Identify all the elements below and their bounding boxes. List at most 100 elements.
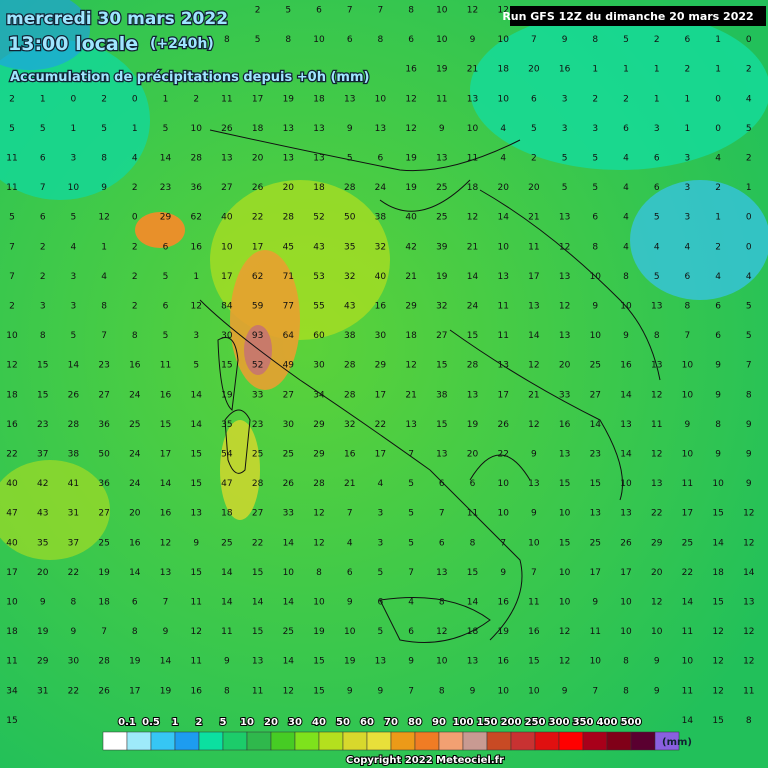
legend-label: 90 — [432, 717, 446, 728]
grid-value: 12 — [190, 302, 201, 312]
grid-value: 2 — [715, 183, 721, 193]
grid-value: 4 — [623, 242, 629, 252]
grid-value: 6 — [654, 154, 660, 164]
grid-value: 40 — [221, 213, 233, 223]
grid-value: 10 — [590, 272, 602, 282]
legend-label: 70 — [384, 717, 398, 728]
grid-value: 16 — [190, 242, 202, 252]
grid-value: 11 — [528, 598, 539, 608]
grid-value: 25 — [436, 213, 447, 223]
grid-value: 19 — [129, 657, 141, 667]
grid-value: 12 — [467, 6, 478, 16]
grid-value: 25 — [682, 538, 693, 548]
grid-value: 84 — [221, 302, 233, 312]
grid-value: 1 — [592, 65, 598, 75]
grid-value: 11 — [6, 657, 17, 667]
grid-value: 50 — [344, 213, 356, 223]
grid-value: 5 — [9, 124, 15, 134]
grid-value: 6 — [408, 627, 414, 637]
grid-value: 38 — [68, 450, 80, 460]
grid-value: 43 — [313, 242, 324, 252]
grid-value: 25 — [590, 538, 601, 548]
grid-value: 20 — [252, 154, 264, 164]
grid-value: 13 — [252, 657, 263, 667]
grid-value: 25 — [283, 450, 294, 460]
legend-label: 500 — [621, 717, 642, 728]
grid-value: 4 — [623, 213, 629, 223]
grid-value: 20 — [528, 183, 540, 193]
grid-value: 5 — [654, 272, 660, 282]
grid-value: 3 — [40, 302, 46, 312]
grid-value: 12 — [559, 657, 570, 667]
grid-value: 2 — [193, 94, 199, 104]
grid-value: 0 — [715, 124, 721, 134]
grid-value: 4 — [500, 154, 506, 164]
grid-value: 17 — [160, 450, 171, 460]
grid-value: 0 — [746, 213, 752, 223]
grid-value: 13 — [375, 657, 386, 667]
grid-value: 20 — [283, 183, 295, 193]
grid-value: 22 — [68, 686, 79, 696]
grid-value: 10 — [497, 509, 509, 519]
grid-value: 0 — [132, 94, 138, 104]
grid-value: 25 — [98, 538, 109, 548]
grid-value: 19 — [37, 627, 49, 637]
grid-value: 49 — [283, 361, 295, 371]
grid-value: 6 — [715, 302, 721, 312]
grid-value: 10 — [620, 598, 632, 608]
grid-value: 11 — [590, 627, 601, 637]
grid-value: 7 — [101, 627, 107, 637]
grid-value: 53 — [313, 272, 324, 282]
grid-value: 12 — [712, 657, 723, 667]
grid-value: 62 — [252, 272, 263, 282]
grid-value: 34 — [313, 390, 325, 400]
grid-value: 20 — [129, 509, 141, 519]
grid-value: 13 — [743, 598, 754, 608]
grid-value: 9 — [746, 420, 752, 430]
grid-value: 1 — [623, 65, 629, 75]
grid-value: 18 — [221, 509, 233, 519]
legend-label: 400 — [597, 717, 618, 728]
grid-value: 43 — [344, 302, 355, 312]
grid-value: 33 — [252, 390, 263, 400]
grid-value: 14 — [620, 390, 632, 400]
grid-value: 8 — [316, 568, 322, 578]
grid-value: 13 — [313, 124, 324, 134]
legend-label: 250 — [525, 717, 546, 728]
grid-value: 1 — [654, 94, 660, 104]
grid-value: 11 — [221, 627, 232, 637]
grid-value: 5 — [408, 509, 414, 519]
grid-value: 6 — [715, 331, 721, 341]
grid-value: 9 — [40, 598, 46, 608]
grid-value: 8 — [623, 686, 629, 696]
grid-value: 4 — [685, 242, 691, 252]
grid-value: 6 — [40, 213, 46, 223]
grid-value: 8 — [746, 716, 752, 726]
grid-value: 18 — [6, 390, 18, 400]
legend-swatch — [126, 731, 152, 751]
grid-value: 15 — [190, 479, 201, 489]
grid-value: 15 — [313, 657, 324, 667]
grid-value: 15 — [252, 627, 263, 637]
grid-value: 19 — [436, 65, 448, 75]
grid-value: 7 — [408, 450, 414, 460]
grid-value: 13 — [467, 390, 478, 400]
legend-swatch — [318, 731, 344, 751]
grid-value: 23 — [98, 361, 109, 371]
grid-value: 30 — [375, 331, 387, 341]
grid-value: 27 — [436, 331, 447, 341]
grid-value: 5 — [623, 35, 629, 45]
grid-value: 6 — [685, 35, 691, 45]
grid-value: 11 — [743, 686, 754, 696]
grid-value: 93 — [252, 331, 263, 341]
grid-value: 27 — [283, 390, 294, 400]
grid-value: 13 — [528, 479, 539, 489]
legend-swatch — [630, 731, 656, 751]
grid-value: 19 — [405, 183, 417, 193]
grid-value: 28 — [344, 390, 356, 400]
grid-value: 3 — [592, 124, 598, 134]
grid-value: 14 — [620, 450, 632, 460]
legend-swatch — [342, 731, 368, 751]
grid-value: 16 — [129, 538, 141, 548]
